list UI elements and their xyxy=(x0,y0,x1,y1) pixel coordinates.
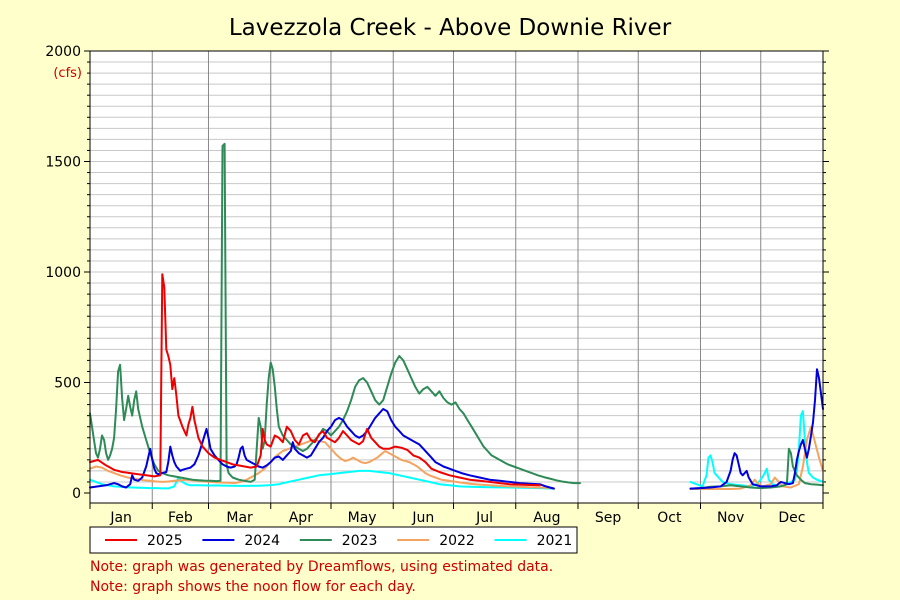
x-tick-label-jun: Jun xyxy=(411,510,434,526)
chart-title: Lavezzola Creek - Above Downie River xyxy=(229,15,672,41)
y-tick-label: 1500 xyxy=(45,155,81,171)
axes: 0 500 1000 1500 2000 Jan Feb Mar Apr May Jun Jul Aug… xyxy=(45,44,829,526)
y-tick-label: 0 xyxy=(72,486,81,502)
series-lines xyxy=(89,142,824,490)
x-tick-label-dec: Dec xyxy=(778,510,805,526)
series-line-2022 xyxy=(89,425,824,490)
x-tick-label-aug: Aug xyxy=(533,510,560,526)
y-tick-label: 2000 xyxy=(45,44,81,60)
series-line-2024 xyxy=(89,368,824,490)
legend-label-2022: 2022 xyxy=(439,533,475,549)
x-tick-label-jul: Jul xyxy=(475,510,493,526)
x-tick-label-oct: Oct xyxy=(657,510,682,526)
plot-area xyxy=(90,51,823,503)
legend-label-2025: 2025 xyxy=(147,533,183,549)
note-estimated-data: Note: graph was generated by Dreamflows,… xyxy=(90,559,553,575)
plot-frame xyxy=(89,50,824,504)
grid xyxy=(90,51,823,503)
note-noon-flow: Note: graph shows the noon flow for each… xyxy=(90,579,416,595)
x-tick-label-apr: Apr xyxy=(289,510,313,526)
x-tick-label-sep: Sep xyxy=(595,510,622,526)
y-tick-label: 1000 xyxy=(45,265,81,281)
y-axis-unit-label: (cfs) xyxy=(53,66,82,81)
series-line-2021 xyxy=(89,410,824,490)
x-tick-label-feb: Feb xyxy=(168,510,193,526)
legend-label-2021: 2021 xyxy=(537,533,573,549)
x-tick-label-nov: Nov xyxy=(717,510,744,526)
legend-label-2023: 2023 xyxy=(342,533,378,549)
series-line-2025 xyxy=(89,273,541,487)
legend-label-2024: 2024 xyxy=(244,533,280,549)
x-tick-label-may: May xyxy=(348,510,377,526)
legend: 2025 2024 2023 2022 2021 xyxy=(89,526,578,554)
x-tick-label-mar: Mar xyxy=(226,510,253,526)
y-tick-label: 500 xyxy=(54,376,81,392)
x-tick-label-jan: Jan xyxy=(109,510,132,526)
